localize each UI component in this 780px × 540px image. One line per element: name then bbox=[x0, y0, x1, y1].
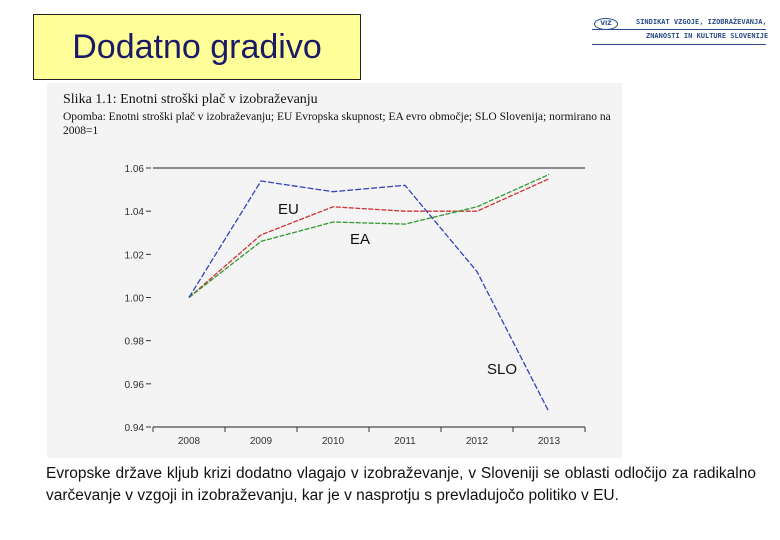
page-title: Dodatno gradivo bbox=[72, 27, 322, 66]
series-line-eu bbox=[188, 178, 550, 298]
chart-series-labels: EU EA SLO bbox=[278, 201, 517, 378]
series-line-slo bbox=[188, 180, 550, 413]
series-label-ea: EA bbox=[350, 231, 370, 248]
x-tick-label: 2009 bbox=[250, 436, 273, 447]
x-tick-label: 2011 bbox=[394, 436, 416, 447]
logo-rule-top bbox=[592, 29, 766, 30]
series-label-slo: SLO bbox=[487, 361, 517, 378]
series-line-ea bbox=[188, 173, 550, 299]
x-tick-label: 2013 bbox=[538, 436, 561, 447]
y-tick-label: 1.02 bbox=[125, 250, 145, 261]
series-label-eu: EU bbox=[278, 201, 299, 218]
chart-title: Slika 1.1: Enotni stroški plač v izobraž… bbox=[63, 92, 318, 107]
y-tick-label: 0.94 bbox=[125, 423, 145, 434]
union-logo: VIZ SINDIKAT VZGOJE, IZOBRAŽEVANJA, ZNAN… bbox=[590, 14, 768, 50]
body-text: Evropske države kljub krizi dodatno vlag… bbox=[46, 465, 756, 504]
x-tick-label: 2012 bbox=[466, 436, 489, 447]
y-tick-label: 0.96 bbox=[125, 380, 145, 391]
chart-panel bbox=[47, 83, 622, 458]
y-tick-label: 1.06 bbox=[125, 164, 145, 175]
y-tick-label: 1.00 bbox=[125, 294, 145, 305]
x-tick-label: 2008 bbox=[178, 436, 201, 447]
title-box: Dodatno gradivo bbox=[33, 14, 361, 80]
x-tick-label: 2010 bbox=[322, 436, 345, 447]
logo-line1: SINDIKAT VZGOJE, IZOBRAŽEVANJA, bbox=[636, 18, 767, 26]
chart-note: Opomba: Enotni stroški plač v izobraževa… bbox=[63, 111, 611, 137]
y-tick-label: 0.98 bbox=[125, 337, 145, 348]
chart-series bbox=[188, 173, 550, 413]
y-tick-label: 1.04 bbox=[125, 207, 145, 218]
logo-rule-bottom bbox=[592, 44, 766, 45]
chart-axes: 0.94 0.96 0.98 1.00 1.02 1.04 1.06 2008 2009 2010… bbox=[125, 164, 586, 447]
logo-line2: ZNANOSTI IN KULTURE SLOVENIJE bbox=[646, 32, 769, 40]
